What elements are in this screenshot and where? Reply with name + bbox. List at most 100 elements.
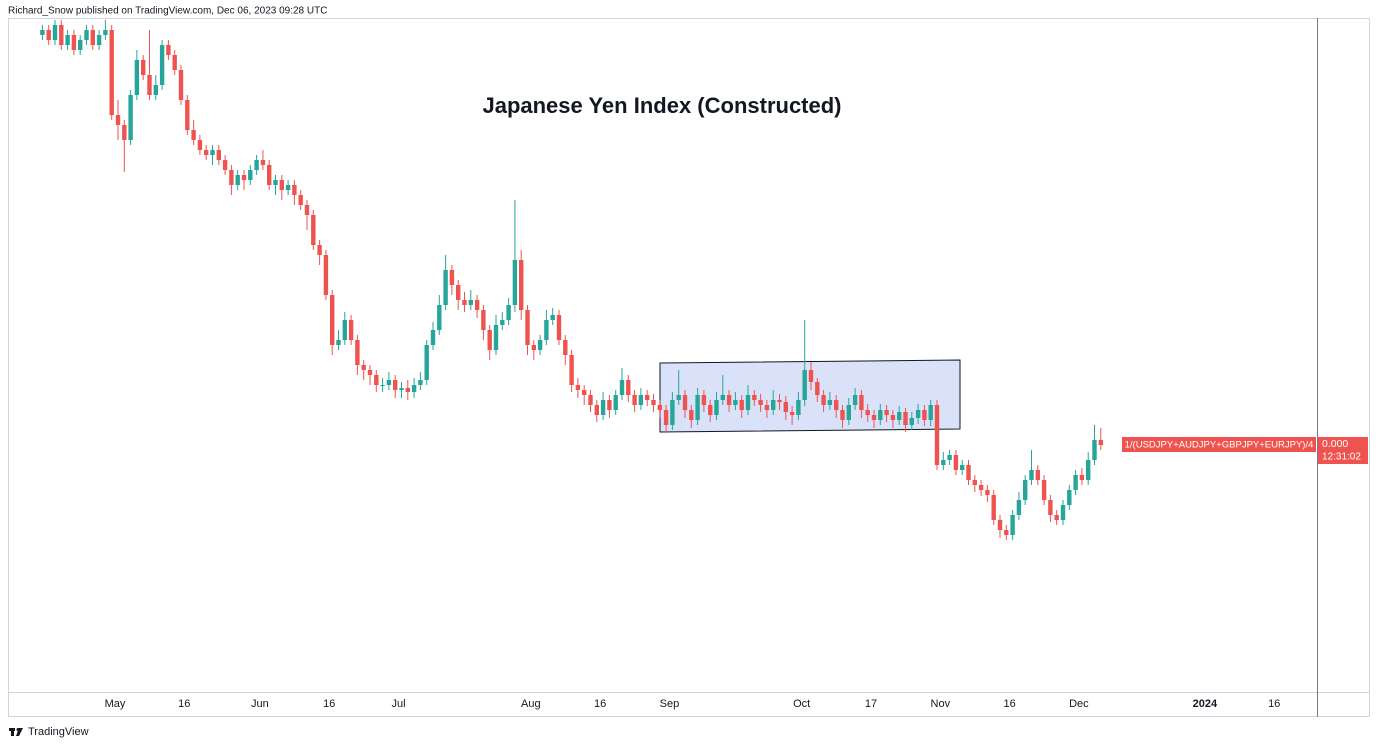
- candle-body: [210, 150, 215, 155]
- candle-body: [575, 385, 581, 390]
- candle-body: [323, 255, 329, 295]
- candle-body: [947, 455, 952, 460]
- candle-body: [676, 395, 681, 400]
- candle-body: [418, 380, 423, 385]
- candle-body: [411, 385, 417, 392]
- candle-body: [84, 30, 89, 40]
- candle-body: [1060, 505, 1066, 520]
- candle-body: [771, 400, 776, 410]
- candle-body: [52, 25, 58, 40]
- candle-body: [764, 405, 770, 410]
- candle-body: [348, 320, 354, 340]
- candle-body: [178, 70, 184, 100]
- candle-body: [582, 390, 587, 395]
- candle-body: [978, 485, 984, 490]
- candle-body: [1073, 475, 1078, 490]
- candle-body: [897, 412, 902, 420]
- candle-body: [550, 315, 555, 320]
- candle-body: [859, 395, 864, 410]
- candle-body: [739, 400, 744, 410]
- candle-body: [229, 170, 234, 185]
- candle-body: [254, 160, 259, 170]
- candle-body: [298, 195, 303, 205]
- candle-body: [934, 405, 940, 465]
- candle-body: [827, 400, 833, 405]
- x-tick-label: 16: [178, 698, 190, 710]
- candle-body: [197, 140, 203, 150]
- candle-body: [840, 410, 845, 420]
- candle-body: [386, 380, 392, 385]
- candle-body: [204, 150, 209, 155]
- candle-body: [544, 320, 549, 340]
- candle-body: [928, 405, 933, 420]
- candle-body: [796, 400, 801, 415]
- candle-body: [374, 375, 379, 385]
- logo-stem: [11, 728, 14, 736]
- candle-body: [852, 395, 858, 405]
- candle-body: [726, 395, 732, 405]
- candle-body: [1029, 470, 1034, 480]
- candle-body: [783, 402, 788, 412]
- candle-body: [191, 130, 196, 140]
- candle-body: [594, 405, 599, 415]
- candle-body: [449, 270, 455, 285]
- candle-body: [985, 490, 990, 495]
- x-tick-label: 17: [865, 698, 877, 710]
- candle-body: [159, 45, 165, 85]
- countdown: 12:31:02: [1322, 452, 1361, 463]
- candle-body: [1092, 440, 1097, 460]
- candle-body: [600, 400, 606, 415]
- candle-body: [222, 160, 228, 170]
- logo-dot: [16, 728, 20, 731]
- candle-body: [556, 315, 562, 340]
- logo-slash: [16, 728, 23, 736]
- candle-body: [865, 410, 870, 415]
- candle-body: [878, 410, 883, 420]
- candle-body: [487, 330, 492, 350]
- symbol-label: 1/(USDJPY+AUDJPY+GBPJPY+EURJPY)/4: [1125, 440, 1314, 451]
- candle-body: [393, 380, 398, 390]
- candle-body: [424, 345, 429, 380]
- candle-body: [500, 320, 505, 325]
- chart-title: Japanese Yen Index (Constructed): [482, 93, 841, 118]
- candle-body: [267, 165, 272, 185]
- candle-body: [317, 245, 322, 255]
- x-tick-label: Oct: [793, 698, 810, 710]
- candles: [40, 20, 1103, 540]
- candle-body: [260, 160, 266, 165]
- candle-body: [1023, 480, 1028, 500]
- candle-body: [619, 380, 625, 395]
- x-tick-label: Jul: [391, 698, 405, 710]
- candle-body: [1067, 490, 1072, 505]
- symbol-tag: [1122, 437, 1316, 452]
- candle-body: [953, 455, 959, 470]
- candle-body: [493, 325, 499, 350]
- candle-body: [172, 55, 177, 70]
- candle-body: [663, 410, 669, 425]
- x-tick-label: 16: [1268, 698, 1280, 710]
- x-tick-label: Nov: [931, 698, 951, 710]
- candle-body: [720, 395, 725, 400]
- candle-body: [632, 395, 637, 405]
- candle-body: [1004, 530, 1009, 535]
- candle-body: [185, 100, 190, 130]
- candle-body: [846, 405, 851, 420]
- candle-body: [815, 382, 820, 395]
- candle-body: [399, 388, 404, 390]
- x-tick-label: Sep: [660, 698, 680, 710]
- candle-body: [279, 180, 284, 190]
- candle-body: [752, 395, 757, 400]
- candle-body: [733, 400, 738, 405]
- candle-body: [745, 395, 751, 410]
- candle-body: [46, 30, 51, 40]
- candle-body: [1035, 470, 1040, 480]
- candle-body: [166, 45, 171, 55]
- candle-body: [519, 260, 524, 310]
- candle-body: [40, 30, 45, 35]
- candle-body: [71, 35, 77, 50]
- candle-body: [638, 395, 644, 405]
- candle-body: [777, 400, 782, 402]
- candle-body: [991, 495, 996, 520]
